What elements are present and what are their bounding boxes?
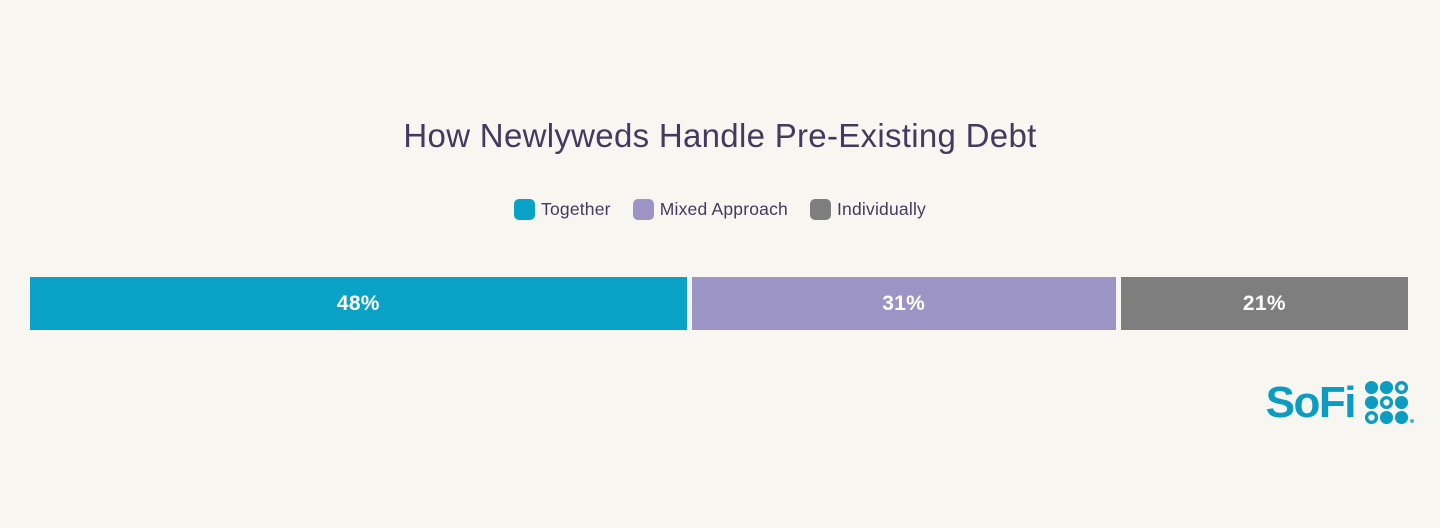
sofi-dot-grid-icon [1364, 380, 1409, 425]
legend-swatch-individually [810, 199, 831, 220]
sofi-logo: SoFi [1266, 380, 1414, 425]
trademark-dot [1410, 419, 1414, 423]
bar-segment-individually: 21% [1120, 277, 1408, 330]
legend-swatch-mixed-approach [632, 199, 654, 220]
sofi-wordmark: SoFi [1265, 377, 1357, 427]
legend-item-individually: Individually [810, 199, 926, 220]
legend-label-individually: Individually [837, 199, 926, 219]
legend-swatch-together [514, 199, 535, 220]
legend-item-mixed-approach: Mixed Approach [632, 199, 788, 220]
bar-segment-together: 48% [30, 277, 687, 330]
stacked-bar: 48% 31% 21% [30, 277, 1408, 330]
legend: Together Mixed Approach Individually [0, 199, 1440, 220]
bar-segment-mixed-approach: 31% [691, 277, 1116, 330]
legend-label-mixed-approach: Mixed Approach [659, 199, 788, 219]
bar-segment-label-mixed-approach: 31% [882, 291, 926, 315]
bar-segment-label-together: 48% [336, 291, 380, 315]
legend-label-together: Together [541, 199, 611, 219]
bar-segment-label-individually: 21% [1242, 291, 1286, 315]
legend-item-together: Together [514, 199, 611, 220]
page-title: How Newlyweds Handle Pre-Existing Debt [403, 117, 1037, 154]
